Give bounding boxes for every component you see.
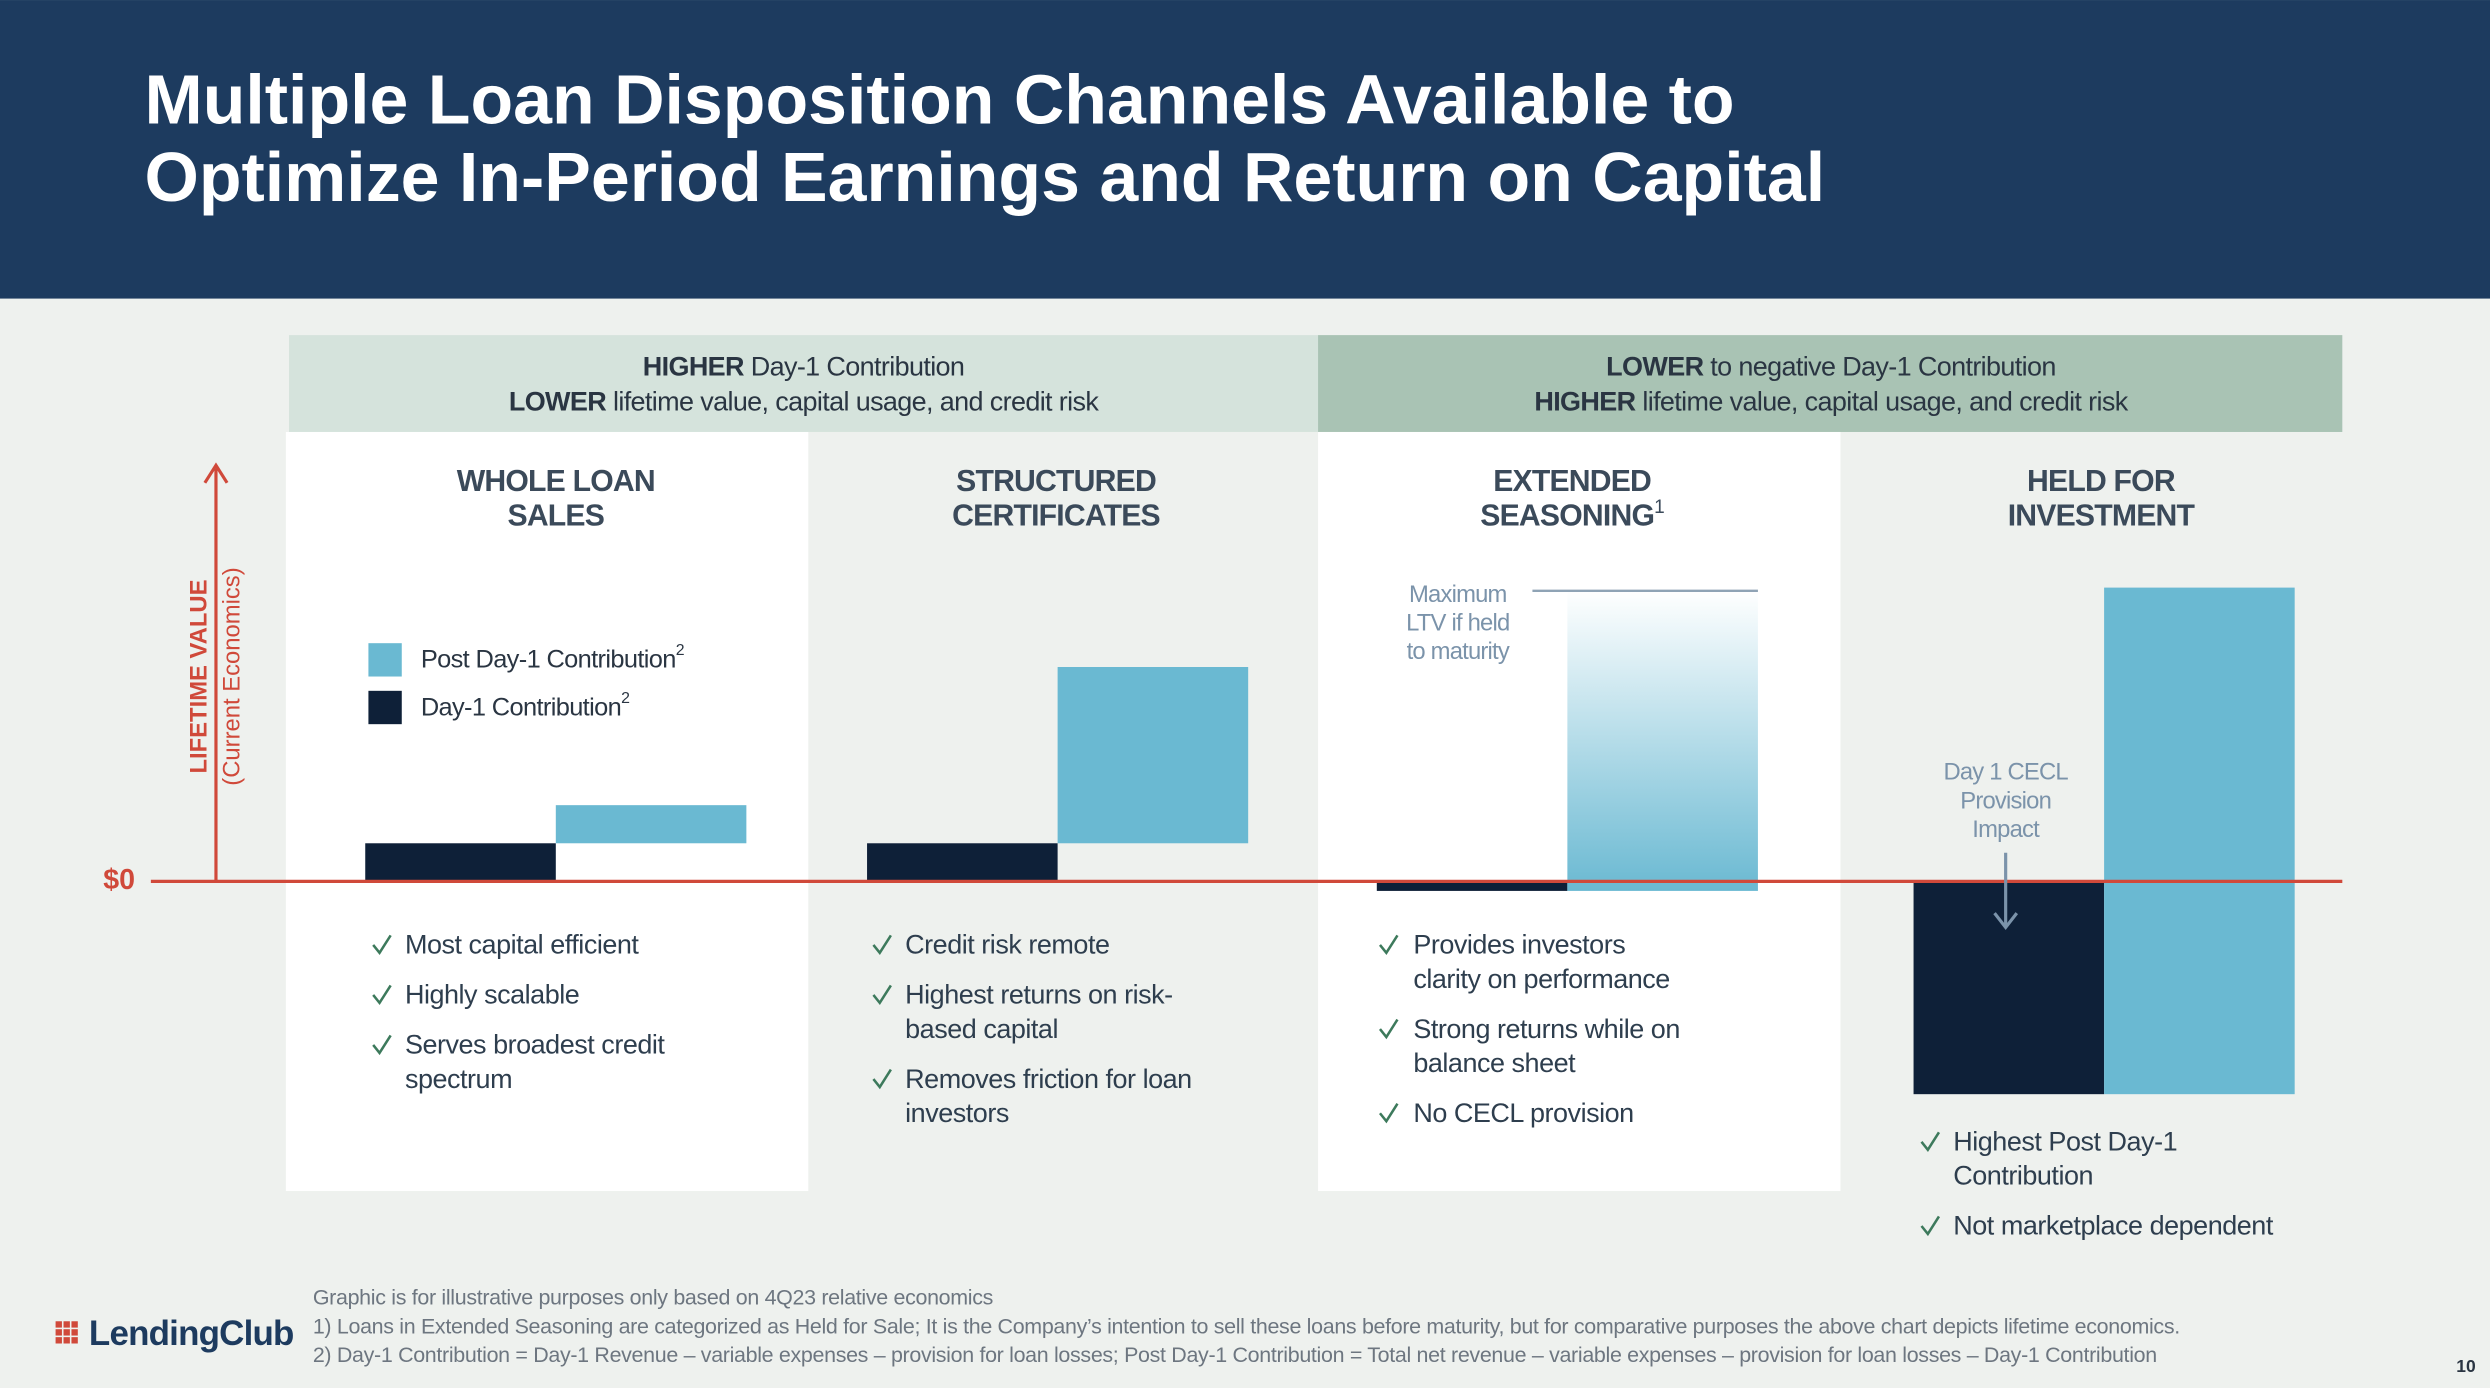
channel-title-text: WHOLE LOAN xyxy=(457,465,655,498)
bar xyxy=(1376,881,1568,891)
band-strong: LOWER xyxy=(509,387,606,417)
footnote: Graphic is for illustrative purposes onl… xyxy=(313,1286,993,1310)
channel-title: EXTENDED xyxy=(1493,465,1651,498)
channel-title-text: STRUCTURED xyxy=(956,465,1156,498)
legend-entry: Post Day-1 Contribution2 xyxy=(421,642,685,673)
footnote: 2) Day-1 Contribution = Day-1 Revenue – … xyxy=(313,1343,2157,1367)
slide-title: Optimize In-Period Earnings and Return o… xyxy=(145,138,1826,216)
band-rest: Day-1 Contribution xyxy=(744,352,964,382)
legend-swatch xyxy=(368,690,402,725)
check-icon xyxy=(1920,1215,1941,1237)
bullet-text: investors xyxy=(905,1098,1009,1128)
check-icon xyxy=(372,984,392,1006)
legend-sup: 2 xyxy=(621,690,630,707)
arrow-head xyxy=(1993,912,2019,931)
channel-title-text: SEASONING xyxy=(1480,500,1654,533)
bar xyxy=(2104,587,2295,1095)
band-rest: lifetime value, capital usage, and credi… xyxy=(1635,387,2128,417)
band-text: HIGHER lifetime value, capital usage, an… xyxy=(1534,387,2128,417)
band-strong: LOWER xyxy=(1606,352,1703,382)
channel-title: CERTIFICATES xyxy=(952,500,1160,533)
channel-title-text: HELD FOR xyxy=(2027,465,2176,498)
channel-title: SALES xyxy=(508,500,605,533)
check-icon xyxy=(872,984,892,1006)
legend-sup: 2 xyxy=(676,642,685,659)
page-number: 10 xyxy=(2456,1356,2475,1376)
footnote: 1) Loans in Extended Seasoning are categ… xyxy=(313,1314,2180,1338)
annotation: Day 1 CECL xyxy=(1943,759,2068,786)
bullet-text: Highest Post Day-1 xyxy=(1953,1127,2177,1157)
check-icon xyxy=(1378,934,1399,956)
legend-label: Day-1 Contribution xyxy=(421,693,621,721)
annotation: Maximum xyxy=(1409,581,1507,608)
legend-label: Post Day-1 Contribution xyxy=(421,645,676,673)
bar xyxy=(555,805,747,844)
bullet-text: Not marketplace dependent xyxy=(1953,1211,2274,1241)
check-icon xyxy=(372,934,392,956)
channel-title-text: INVESTMENT xyxy=(2008,500,2196,533)
zero-label: $0 xyxy=(103,864,135,896)
band-higher xyxy=(289,335,1319,432)
annotation: to maturity xyxy=(1407,638,1510,665)
band-text: LOWER lifetime value, capital usage, and… xyxy=(509,387,1100,417)
channel-title: SEASONING1 xyxy=(1480,497,1664,532)
check-icon xyxy=(1920,1131,1941,1152)
bullet-text: Serves broadest credit xyxy=(405,1030,665,1060)
band-strong: HIGHER xyxy=(643,352,744,382)
bullet-text: Credit risk remote xyxy=(905,930,1109,960)
band-lower xyxy=(1318,335,2343,432)
bullet-text: clarity on performance xyxy=(1413,964,1669,994)
bullet-text: Removes friction for loan xyxy=(905,1064,1192,1094)
bullet-text: Provides investors xyxy=(1413,930,1625,960)
channel-title: HELD FOR xyxy=(2027,465,2176,498)
bar xyxy=(365,843,556,882)
channel-title-text: EXTENDED xyxy=(1493,465,1651,498)
bullet-text: Contribution xyxy=(1953,1161,2093,1191)
legend-entry: Day-1 Contribution2 xyxy=(421,690,630,721)
channel-title: INVESTMENT xyxy=(2008,500,2196,533)
bullet-text: Strong returns while on xyxy=(1413,1014,1680,1044)
bar-gradient xyxy=(1567,590,1758,891)
slide-title: Multiple Loan Disposition Channels Avail… xyxy=(145,60,1735,138)
channel-title-text: SALES xyxy=(508,500,605,533)
channel-title-text: CERTIFICATES xyxy=(952,500,1160,533)
check-icon xyxy=(1378,1103,1399,1124)
logo-text: LendingClub xyxy=(89,1314,294,1353)
band-rest: lifetime value, capital usage, and credi… xyxy=(606,387,1099,417)
channel-title: WHOLE LOAN xyxy=(457,465,655,498)
check-icon xyxy=(872,1068,892,1090)
bar xyxy=(1057,667,1249,844)
bullet-text: Highest returns on risk- xyxy=(905,980,1173,1010)
band-text: LOWER to negative Day-1 Contribution xyxy=(1606,352,2056,382)
bar xyxy=(1913,881,2105,1095)
axis-sublabel: (Current Economics) xyxy=(219,567,246,785)
band-text: HIGHER Day-1 Contribution xyxy=(643,352,965,382)
annotation: Impact xyxy=(1972,816,2040,843)
annotation: LTV if held xyxy=(1406,609,1509,636)
legend-swatch xyxy=(368,643,402,677)
band-strong: HIGHER xyxy=(1534,387,1635,417)
axis-label: LIFETIME VALUE xyxy=(185,580,212,774)
bullet-text: balance sheet xyxy=(1413,1048,1576,1078)
bar xyxy=(867,843,1058,882)
arrow-head xyxy=(203,462,229,484)
logo-icon xyxy=(55,1321,78,1344)
check-icon xyxy=(1378,1018,1399,1040)
bullet-text: based capital xyxy=(905,1014,1058,1044)
band-rest: to negative Day-1 Contribution xyxy=(1703,352,2055,382)
check-icon xyxy=(872,934,892,956)
bullet-text: Most capital efficient xyxy=(405,930,639,960)
header xyxy=(0,0,2490,299)
channel-title: STRUCTURED xyxy=(956,465,1156,498)
bullet-text: spectrum xyxy=(405,1064,512,1094)
check-icon xyxy=(372,1034,392,1056)
channel-title-sup: 1 xyxy=(1654,497,1664,518)
annotation: Provision xyxy=(1960,787,2051,814)
bullet-text: Highly scalable xyxy=(405,980,579,1010)
bullet-text: No CECL provision xyxy=(1413,1098,1633,1128)
